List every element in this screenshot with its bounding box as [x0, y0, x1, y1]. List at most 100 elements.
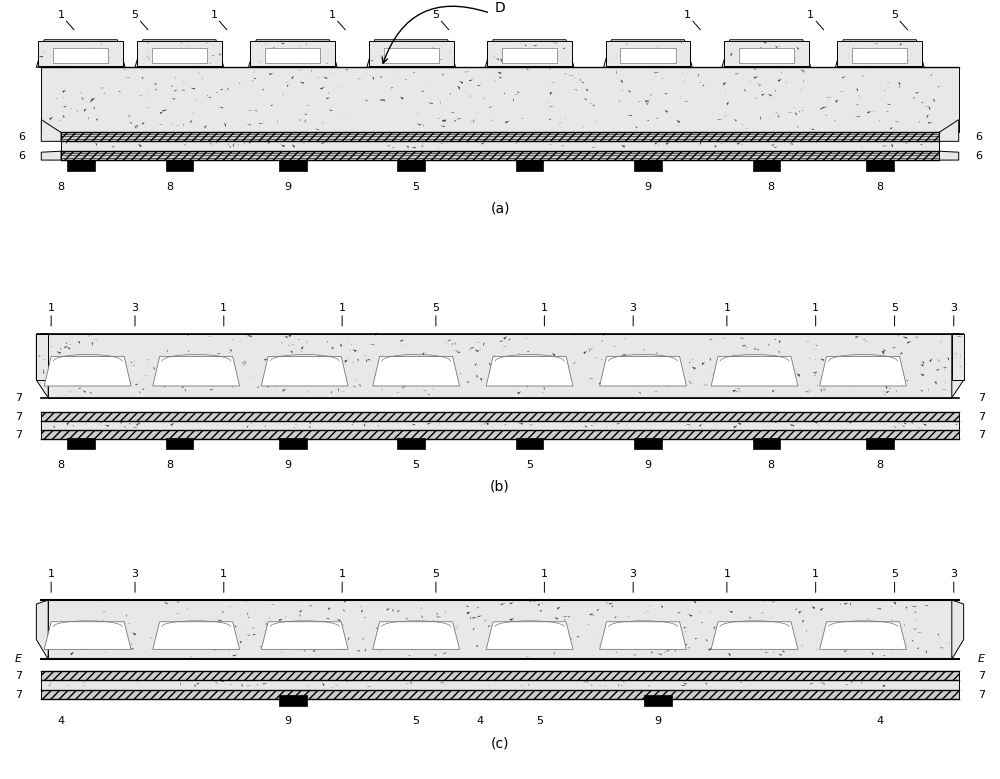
- Polygon shape: [406, 683, 410, 684]
- Polygon shape: [70, 652, 74, 655]
- Polygon shape: [645, 100, 649, 103]
- Polygon shape: [584, 425, 587, 428]
- Text: 1: 1: [339, 303, 346, 326]
- Polygon shape: [390, 53, 394, 55]
- Text: 1: 1: [210, 10, 227, 30]
- Polygon shape: [36, 333, 48, 398]
- Polygon shape: [664, 652, 665, 653]
- Polygon shape: [457, 86, 460, 90]
- Polygon shape: [41, 151, 61, 160]
- Polygon shape: [538, 603, 541, 606]
- Polygon shape: [865, 368, 868, 369]
- Polygon shape: [698, 73, 699, 76]
- Polygon shape: [688, 614, 692, 617]
- Polygon shape: [711, 622, 798, 650]
- Polygon shape: [922, 101, 924, 104]
- Polygon shape: [417, 123, 421, 125]
- Polygon shape: [210, 389, 214, 390]
- Polygon shape: [517, 91, 519, 93]
- Polygon shape: [150, 637, 152, 639]
- Polygon shape: [584, 351, 587, 354]
- Polygon shape: [924, 605, 928, 606]
- Polygon shape: [352, 349, 356, 352]
- Polygon shape: [778, 46, 780, 47]
- Polygon shape: [483, 342, 485, 347]
- Polygon shape: [271, 104, 274, 106]
- Polygon shape: [299, 614, 301, 617]
- Polygon shape: [230, 684, 232, 686]
- Polygon shape: [63, 106, 67, 108]
- Polygon shape: [778, 79, 782, 82]
- Polygon shape: [72, 425, 74, 426]
- Polygon shape: [107, 49, 109, 51]
- Polygon shape: [273, 47, 275, 50]
- Polygon shape: [898, 82, 900, 86]
- Polygon shape: [604, 640, 609, 643]
- Polygon shape: [709, 358, 711, 361]
- Text: 6: 6: [975, 151, 982, 161]
- Polygon shape: [302, 633, 304, 635]
- Polygon shape: [856, 55, 859, 56]
- Bar: [48, 600, 952, 659]
- Polygon shape: [123, 426, 126, 428]
- Polygon shape: [338, 387, 339, 392]
- Polygon shape: [352, 421, 354, 423]
- Polygon shape: [925, 106, 929, 107]
- Polygon shape: [771, 601, 775, 602]
- Polygon shape: [477, 85, 481, 86]
- Text: 3: 3: [950, 569, 957, 592]
- Polygon shape: [628, 616, 629, 617]
- Polygon shape: [612, 605, 613, 608]
- Polygon shape: [647, 120, 649, 121]
- Polygon shape: [153, 357, 240, 386]
- Polygon shape: [185, 356, 187, 358]
- Polygon shape: [503, 369, 504, 371]
- Polygon shape: [938, 86, 940, 87]
- Bar: [397, 439, 425, 449]
- Polygon shape: [305, 633, 309, 634]
- Polygon shape: [820, 644, 824, 647]
- Polygon shape: [361, 610, 363, 613]
- Text: 5: 5: [413, 717, 420, 726]
- Polygon shape: [588, 624, 589, 626]
- Polygon shape: [196, 362, 198, 364]
- Polygon shape: [264, 358, 268, 361]
- Polygon shape: [650, 94, 653, 96]
- Polygon shape: [297, 60, 298, 65]
- Polygon shape: [293, 632, 297, 634]
- Polygon shape: [217, 619, 222, 622]
- Polygon shape: [656, 352, 658, 354]
- Polygon shape: [287, 84, 289, 87]
- Polygon shape: [362, 638, 364, 640]
- Polygon shape: [588, 348, 590, 352]
- Polygon shape: [248, 40, 337, 67]
- Polygon shape: [366, 358, 370, 361]
- Polygon shape: [759, 84, 762, 86]
- Polygon shape: [920, 373, 924, 376]
- Polygon shape: [542, 420, 544, 423]
- Polygon shape: [450, 112, 455, 113]
- Polygon shape: [755, 69, 757, 70]
- Text: 1: 1: [48, 569, 55, 592]
- Text: 8: 8: [768, 460, 775, 470]
- Polygon shape: [248, 617, 251, 618]
- Polygon shape: [232, 339, 234, 340]
- Polygon shape: [398, 622, 403, 623]
- Polygon shape: [160, 111, 163, 115]
- Polygon shape: [834, 121, 836, 122]
- Polygon shape: [164, 386, 166, 388]
- Polygon shape: [62, 90, 66, 93]
- Polygon shape: [737, 143, 741, 145]
- Polygon shape: [500, 603, 506, 605]
- Polygon shape: [367, 40, 456, 67]
- Polygon shape: [898, 335, 900, 337]
- Polygon shape: [883, 349, 885, 351]
- Polygon shape: [233, 654, 237, 657]
- Polygon shape: [299, 626, 301, 631]
- Text: 7: 7: [15, 671, 22, 681]
- Text: (b): (b): [490, 480, 510, 494]
- Polygon shape: [173, 640, 175, 641]
- Bar: [644, 695, 672, 706]
- Text: 8: 8: [876, 182, 883, 192]
- Polygon shape: [342, 624, 343, 628]
